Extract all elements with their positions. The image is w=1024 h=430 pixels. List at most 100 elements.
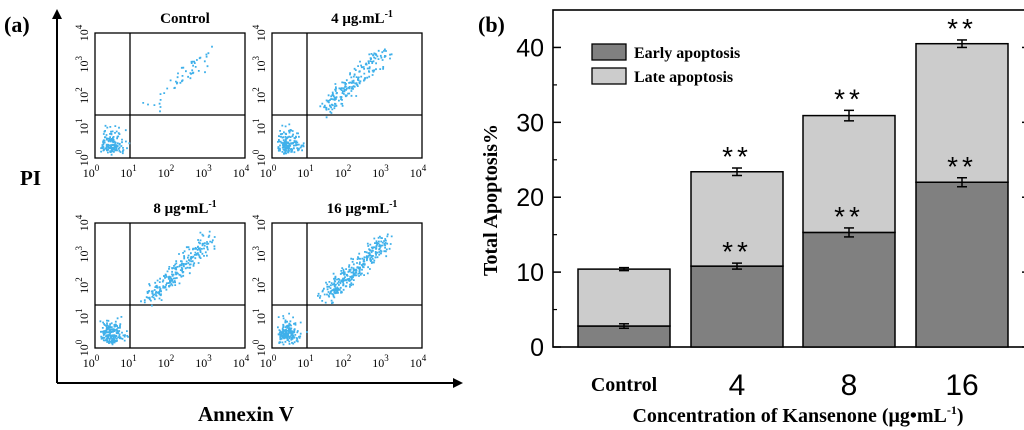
bar-early-apoptosis (690, 265, 784, 348)
y-tick-label: 103 (74, 246, 91, 263)
x-tick-label: 103 (372, 163, 389, 180)
tick-exponent: 1 (132, 353, 137, 363)
subplot-frame (94, 32, 246, 159)
subplot-title-main: 16 μg•mL (327, 201, 390, 217)
subplot-title: 4 μg.mL-1 (331, 9, 393, 27)
tick-exponent: 1 (309, 163, 314, 173)
x-tick-label: 102 (158, 353, 175, 370)
y-tick-label: 20 (516, 184, 544, 212)
x-axis-label-main: Concentration of Kansenone (μg•mL (632, 405, 946, 427)
subplot-frame (94, 222, 246, 349)
bar-chart: 0 10 20 30 40 Control ** ** 4 ** ** 8 ** ** 16 Early ap… (516, 9, 1024, 402)
tick-exponent: 3 (74, 246, 84, 251)
tick-mantissa: 10 (254, 344, 268, 356)
tick-exponent: 1 (74, 119, 84, 124)
subplot-title: 16 μg•mL-1 (327, 199, 398, 217)
tick-mantissa: 10 (158, 166, 170, 180)
tick-exponent: 0 (74, 339, 84, 344)
panel-b: (b) Total Apoptosis% Concentration of Ka… (478, 9, 1024, 427)
tick-exponent: 2 (251, 277, 261, 282)
y-tick-label: 104 (74, 214, 91, 231)
y-tick-label: 103 (251, 246, 268, 263)
subplot-title-sup: -1 (385, 9, 393, 20)
tick-mantissa: 10 (260, 356, 272, 370)
y-tick-label: 101 (251, 119, 268, 136)
tick-exponent: 4 (251, 214, 261, 219)
tick-mantissa: 10 (83, 356, 95, 370)
significance-marker-early: ** (722, 236, 752, 267)
y-tick-label: 100 (251, 149, 268, 166)
x-tick-label: 102 (335, 353, 352, 370)
tick-mantissa: 10 (254, 123, 268, 135)
significance-marker-total: ** (947, 13, 977, 44)
category-label: 4 (729, 369, 746, 402)
tick-exponent: 4 (251, 24, 261, 29)
x-tick-label: 103 (195, 163, 212, 180)
x-tick-label: 102 (335, 163, 352, 180)
y-tick-label: 102 (251, 87, 268, 104)
tick-exponent: 3 (384, 353, 389, 363)
y-axis-label: Total Apoptosis% (480, 124, 502, 276)
tick-exponent: 3 (207, 163, 212, 173)
tick-mantissa: 10 (260, 166, 272, 180)
tick-mantissa: 10 (254, 282, 268, 294)
tick-mantissa: 10 (77, 344, 91, 356)
tick-exponent: 1 (309, 353, 314, 363)
tick-exponent: 3 (207, 353, 212, 363)
y-tick-label: 102 (251, 277, 268, 294)
bar-early-apoptosis (577, 325, 671, 348)
tick-exponent: 0 (74, 149, 84, 154)
tick-mantissa: 10 (77, 219, 91, 231)
tick-mantissa: 10 (77, 92, 91, 104)
tick-exponent: 1 (132, 163, 137, 173)
tick-mantissa: 10 (335, 166, 347, 180)
tick-exponent: 4 (74, 214, 84, 219)
y-tick-label: 102 (74, 277, 91, 294)
y-tick-label: 104 (251, 214, 268, 231)
x-tick-label: 100 (83, 163, 100, 180)
x-tick-label: 104 (233, 163, 250, 180)
tick-exponent: 0 (251, 339, 261, 344)
y-tick-label: 104 (74, 24, 91, 41)
bar-early-apoptosis (802, 231, 896, 348)
tick-exponent: 2 (251, 87, 261, 92)
event-dots (100, 45, 213, 156)
x-tick-label: 100 (83, 353, 100, 370)
annexin-axis-label: Annexin V (198, 402, 294, 426)
tick-mantissa: 10 (254, 92, 268, 104)
tick-exponent: 2 (347, 163, 352, 173)
bar-late-apoptosis (690, 171, 784, 267)
panel-b-label: (b) (478, 12, 505, 37)
tick-mantissa: 10 (297, 166, 309, 180)
tick-mantissa: 10 (254, 313, 268, 325)
subplot-title-main: 8 μg•mL (153, 201, 208, 217)
legend-swatch (591, 67, 627, 85)
legend-label: Early apoptosis (634, 45, 740, 62)
y-tick-label: 101 (74, 119, 91, 136)
x-axis-label: Concentration of Kansenone (μg•mL-1) (632, 403, 963, 427)
category-label: Control (591, 374, 658, 396)
tick-exponent: 4 (74, 24, 84, 29)
tick-mantissa: 10 (77, 251, 91, 263)
x-tick-label: 101 (297, 163, 314, 180)
plot-frame (552, 9, 1024, 348)
tick-exponent: 4 (422, 163, 427, 173)
y-tick-label: 0 (530, 334, 544, 362)
tick-exponent: 0 (251, 149, 261, 154)
tick-exponent: 2 (347, 353, 352, 363)
tick-exponent: 1 (74, 309, 84, 314)
category-label: 8 (841, 369, 858, 402)
y-tick-label: 30 (516, 109, 544, 137)
x-tick-label: 101 (297, 353, 314, 370)
subplot-title-sup: -1 (208, 199, 216, 210)
tick-mantissa: 10 (233, 166, 245, 180)
y-tick-label: 100 (251, 339, 268, 356)
tick-mantissa: 10 (335, 356, 347, 370)
bar-late-apoptosis (577, 268, 671, 327)
subplot-title-main: 4 μg.mL (331, 11, 385, 27)
x-axis-label-tail: ) (957, 405, 964, 427)
x-tick-label: 100 (260, 353, 277, 370)
x-axis-label-sup: -1 (947, 403, 957, 417)
